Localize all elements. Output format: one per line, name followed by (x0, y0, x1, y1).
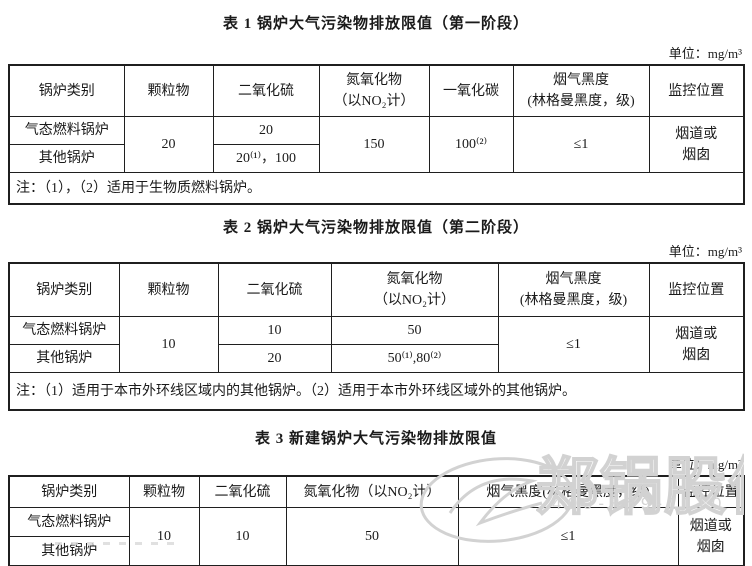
header-particulates: 颗粒物 (128, 475, 200, 508)
cell-monitoring-position: 烟道或 烟囱 (648, 116, 745, 173)
cell-boiler-type-gas: 气态燃料锅炉 (8, 116, 125, 145)
cell-so2-gas: 20 (212, 116, 320, 145)
table3-title: 表 3 新建锅炉大气污染物排放限值 (254, 431, 497, 447)
cell-pm-limit: 20 (123, 116, 214, 173)
cell-smoke-limit: ≤1 (512, 116, 650, 173)
header-so2: 二氧化硫 (212, 64, 320, 117)
cell-boiler-type-other: 其他锅炉 (8, 144, 125, 173)
table1-note-row: 注：（1），（2）适用于生物质燃料锅炉。 (8, 172, 745, 205)
header-particulates: 颗粒物 (123, 64, 214, 117)
table3-unit-label: 单位：mg/m³ (668, 457, 742, 472)
table1-emission-limits-phase1: 锅炉类别 颗粒物 二氧化硫 氮氧化物 （以NO₂计） 一氧化碳 烟气黑度 (林格… (8, 64, 745, 205)
cell-so2-other: 20 (217, 344, 332, 373)
cell-boiler-type-gas: 气态燃料锅炉 (8, 316, 120, 345)
header-boiler-type: 锅炉类别 (8, 475, 130, 508)
header-smoke-blackness: 烟气黑度 (林格曼黑度，级) (497, 262, 650, 317)
cell-monitoring-position: 烟道或 烟囱 (648, 316, 745, 373)
table2-header-row: 锅炉类别 颗粒物 二氧化硫 氮氧化物 （以NO₂计） 烟气黑度 (林格曼黑度，级… (8, 262, 745, 317)
cell-so2-gas: 10 (217, 316, 332, 345)
cell-nox-other: 50⁽¹⁾,80⁽²⁾ (330, 344, 499, 373)
cell-pm-limit: 10 (128, 507, 200, 566)
cell-boiler-type-other: 其他锅炉 (8, 536, 130, 566)
header-boiler-type: 锅炉类别 (8, 64, 125, 117)
header-monitoring-position: 监控位置 (648, 64, 745, 117)
cell-nox-limit: 50 (285, 507, 459, 566)
cell-nox-limit: 150 (318, 116, 430, 173)
table3-header-row: 锅炉类别 颗粒物 二氧化硫 氮氧化物（以NO₂计） 烟气黑度(林格曼黑度，级) … (8, 475, 745, 508)
cell-boiler-type-other: 其他锅炉 (8, 344, 120, 373)
table2-note-row: 注：（1）适用于本市外环线区域内的其他锅炉。（2）适用于本市外环线区域外的其他锅… (8, 372, 745, 411)
scan-artifact-smudge (55, 542, 175, 545)
cell-so2-limit: 10 (198, 507, 287, 566)
table1-row-other-boiler: 其他锅炉 20⁽¹⁾，100 (8, 144, 744, 173)
header-so2: 二氧化硫 (198, 475, 287, 508)
table1-unit-label: 单位：mg/m³ (668, 46, 742, 61)
table2-row-gas-boiler: 气态燃料锅炉 10 10 50 ≤1 烟道或 烟囱 (8, 316, 745, 373)
header-particulates: 颗粒物 (118, 262, 219, 317)
table1-note: 注：（1），（2）适用于生物质燃料锅炉。 (8, 172, 745, 205)
header-nox: 氮氧化物 （以NO₂计） (318, 64, 430, 117)
table2-row-other-boiler: 其他锅炉 20 50⁽¹⁾,80⁽²⁾ (8, 344, 744, 373)
cell-smoke-limit: ≤1 (497, 316, 650, 373)
header-co: 一氧化碳 (428, 64, 514, 117)
cell-boiler-type-gas: 气态燃料锅炉 (8, 507, 130, 537)
table1-header-row: 锅炉类别 颗粒物 二氧化硫 氮氧化物 （以NO₂计） 一氧化碳 烟气黑度 (林格… (8, 64, 745, 117)
cell-co-limit: 100⁽²⁾ (428, 116, 514, 173)
table2-emission-limits-phase2: 锅炉类别 颗粒物 二氧化硫 氮氧化物 （以NO₂计） 烟气黑度 (林格曼黑度，级… (8, 262, 745, 411)
header-smoke-blackness: 烟气黑度(林格曼黑度，级) (457, 475, 679, 508)
table1-row-gas-boiler: 气态燃料锅炉 20 20 150 100⁽²⁾ ≤1 烟道或 烟囱 (8, 116, 745, 173)
header-monitoring-position: 监控位置 (648, 262, 745, 317)
cell-nox-gas: 50 (330, 316, 499, 345)
header-nox: 氮氧化物（以NO₂计） (285, 475, 459, 508)
cell-pm-limit: 10 (118, 316, 219, 373)
cell-monitoring-position: 烟道或 烟囱 (677, 507, 745, 566)
table1-title: 表 1 锅炉大气污染物排放限值（第一阶段） (222, 16, 529, 32)
table2-unit-label: 单位：mg/m³ (668, 244, 742, 259)
cell-so2-other: 20⁽¹⁾，100 (212, 144, 320, 173)
header-so2: 二氧化硫 (217, 262, 332, 317)
header-boiler-type: 锅炉类别 (8, 262, 120, 317)
table3-row-gas-boiler: 气态燃料锅炉 10 10 50 ≤1 烟道或 烟囱 (8, 507, 745, 566)
table2-note: 注：（1）适用于本市外环线区域内的其他锅炉。（2）适用于本市外环线区域外的其他锅… (8, 372, 745, 411)
table3-row-other-boiler: 其他锅炉 (8, 536, 744, 566)
cell-smoke-limit: ≤1 (457, 507, 679, 566)
header-smoke-blackness: 烟气黑度 (林格曼黑度，级) (512, 64, 650, 117)
header-monitoring-position: 监控位置 (677, 475, 745, 508)
header-nox: 氮氧化物 （以NO₂计） (330, 262, 499, 317)
table2-title: 表 2 锅炉大气污染物排放限值（第二阶段） (222, 220, 529, 236)
table3-new-boiler-limits: 锅炉类别 颗粒物 二氧化硫 氮氧化物（以NO₂计） 烟气黑度(林格曼黑度，级) … (8, 475, 745, 566)
